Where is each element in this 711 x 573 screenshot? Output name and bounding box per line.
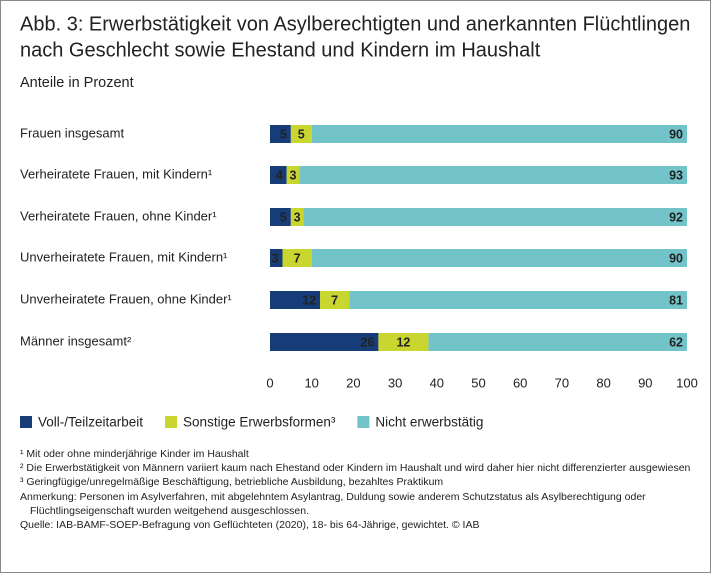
data-label: 5: [280, 127, 287, 141]
x-tick-label: 60: [513, 375, 527, 390]
legend-swatch: [20, 416, 32, 428]
notes: ¹ Mit oder ohne minderjährige Kinder im …: [20, 447, 692, 532]
note: ² Die Erwerbstätigkeit von Männern varii…: [20, 462, 691, 474]
bar-segment: [270, 249, 283, 267]
category-label: Unverheiratete Frauen, mit Kindern¹: [20, 249, 228, 264]
bar-segment: [290, 208, 304, 226]
legend-label: Sonstige Erwerbsformen³: [183, 415, 336, 430]
data-label: 4: [276, 168, 283, 182]
x-tick-label: 0: [266, 375, 273, 390]
data-label: 5: [280, 210, 287, 224]
bar-segment: [270, 208, 291, 226]
data-label: 62: [669, 335, 683, 349]
data-label: 93: [669, 168, 683, 182]
category-label: Männer insgesamt²: [20, 333, 132, 348]
chart-title: Abb. 3: Erwerbstätigkeit von Asylberecht…: [20, 13, 690, 35]
bar-segment: [349, 291, 687, 309]
category-label: Unverheiratete Frauen, ohne Kinder¹: [20, 291, 232, 306]
note: Quelle: IAB-BAMF-SOEP-Befragung von Gefl…: [20, 519, 480, 531]
x-tick-label: 90: [638, 375, 652, 390]
bar-segment: [286, 166, 300, 184]
legend-swatch: [357, 416, 370, 428]
data-label: 92: [669, 210, 683, 224]
legend-label: Voll-/Teilzeitarbeit: [38, 415, 143, 430]
data-label: 12: [396, 335, 410, 349]
bar-segment: [303, 208, 687, 226]
data-label: 81: [669, 293, 683, 307]
bar-segment: [290, 125, 312, 143]
chart-subtitle: Anteile in Prozent: [20, 75, 134, 91]
x-tick-label: 80: [596, 375, 610, 390]
x-tick-label: 50: [471, 375, 485, 390]
bar-segment: [270, 333, 379, 351]
x-tick-label: 100: [676, 375, 698, 390]
x-tick-label: 40: [430, 375, 444, 390]
chart-title: nach Geschlecht sowie Ehestand und Kinde…: [20, 39, 541, 61]
data-label: 3: [289, 168, 296, 182]
x-tick-label: 70: [555, 375, 569, 390]
data-label: 3: [272, 251, 279, 265]
data-label: 90: [669, 127, 683, 141]
data-label: 5: [298, 127, 305, 141]
data-label: 3: [294, 210, 301, 224]
bar-segment: [282, 249, 312, 267]
chart: Abb. 3: Erwerbstätigkeit von Asylberecht…: [20, 13, 698, 430]
data-label: 90: [669, 251, 683, 265]
category-label: Verheiratete Frauen, mit Kindern¹: [20, 166, 213, 181]
bar-segment: [320, 291, 350, 309]
category-label: Verheiratete Frauen, ohne Kinder¹: [20, 208, 217, 223]
legend-label: Nicht erwerbstätig: [375, 415, 483, 430]
legend-swatch: [165, 416, 178, 428]
x-tick-label: 10: [304, 375, 318, 390]
x-tick-label: 20: [346, 375, 360, 390]
data-label: 7: [294, 251, 301, 265]
data-label: 12: [302, 293, 316, 307]
x-tick-label: 30: [388, 375, 402, 390]
data-label: 26: [361, 335, 375, 349]
bar-segment: [311, 125, 687, 143]
bar-segment: [270, 125, 291, 143]
bar-segment: [270, 291, 321, 309]
note: ¹ Mit oder ohne minderjährige Kinder im …: [20, 448, 249, 460]
data-label: 7: [331, 293, 338, 307]
bar-segment: [428, 333, 687, 351]
bar-segment: [311, 249, 687, 267]
bar-segment: [378, 333, 429, 351]
note: Anmerkung: Personen im Asylverfahren, mi…: [20, 491, 646, 517]
note: ³ Geringfügige/unregelmäßige Beschäftigu…: [20, 476, 444, 488]
category-label: Frauen insgesamt: [20, 125, 124, 140]
bar-segment: [299, 166, 687, 184]
bar-segment: [270, 166, 287, 184]
